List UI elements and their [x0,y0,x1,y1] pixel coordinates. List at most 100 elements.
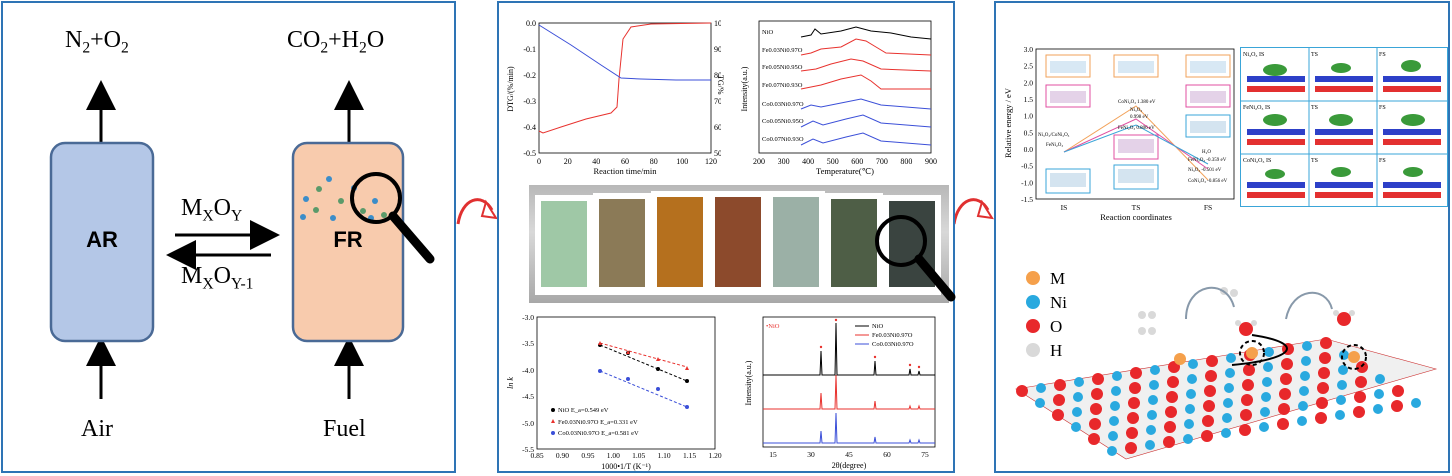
arr-x-tick: 0.90 [556,451,569,460]
tpr-x-tick: 400 [802,157,814,166]
tg-x-tick: 0 [537,157,541,166]
legend-item-m: M [1026,267,1067,291]
tpr-legend-item: Co0.05Ni0.95O [762,118,804,125]
air-reactor-label: AR [86,227,118,252]
tg-x-tick: 80 [650,157,658,166]
oxygen-atom [1353,406,1365,418]
energy-annotation: Ni₃O₃/CoNi₂O₃ [1038,133,1070,138]
energy-y-tick: 1.5 [1024,95,1034,104]
energy-annotation: FeNi₂O₃ 0.806 eV [1118,126,1155,131]
energy-annotation: Ni₃O₃ -0.501 eV [1188,168,1222,173]
nickel-atom [1337,380,1347,390]
oxygen-atom [1280,373,1292,385]
energy-y-tick: -1.0 [1021,178,1033,187]
magnifier-icon [350,172,435,264]
reduced-carrier-label: MXOY-1 [181,263,254,293]
oxygen-atom [1243,364,1255,376]
lattice-slab [1015,286,1438,460]
energy-profile-chart: 3.0 2.5 2.0 1.5 1.0 0.5 0.0 -0.5 -1.0 -1… [1003,45,1235,222]
xrd-legend-item: Co0.03Ni0.97O [872,341,914,348]
data-points-co [598,369,689,409]
energy-y-tick: 0.5 [1024,128,1034,137]
xrd-legend-item: Fe0.03Ni0.97O [872,332,913,339]
tg-curve [538,24,711,81]
fit-line-fe [599,342,688,368]
nickel-atom [1411,398,1421,408]
arr-x-tick: 1.10 [658,451,671,460]
oxygen-atom [1202,415,1214,427]
nickel-atom [1149,380,1159,390]
oxygen-atom [1130,367,1142,379]
charge-col-label: TS [1311,158,1318,164]
charge-col-label: FS [1379,105,1386,111]
reactor-panel: N2+O2 CO2+H2O [1,1,456,473]
oxygen-atom [1054,379,1066,391]
energy-y-tick: 2.5 [1024,62,1034,71]
xrd-x-tick: 45 [845,450,853,459]
energy-xlabel: Reaction coordinates [1100,212,1172,222]
tpr-legend-item: Fe0.05Ni0.95O [762,64,803,71]
nickel-atom [1262,377,1272,387]
tg-ylabel-left: DTG/(%/min) [506,66,515,112]
arr-y-tick: -3.0 [522,313,534,322]
nickel-atom [1074,377,1084,387]
energy-y-tick: -1.5 [1021,195,1033,204]
nickel-atom [1374,389,1384,399]
oxygen-atom [1204,385,1216,397]
tg-x-tick: 100 [676,157,688,166]
oxidized-carrier-label: MXOY [181,195,243,225]
nickel-atom [1112,371,1122,381]
nickel-atom [1107,446,1117,456]
tg-x-tick: 40 [592,157,600,166]
water-molecules [1235,310,1355,336]
energy-annotation: H₂O [1202,150,1211,155]
tg-yl-tick: -0.2 [523,71,536,80]
energy-annotation: Ni₃O₃ [1130,108,1142,113]
fit-line-co [599,370,688,408]
nickel-atom [1110,401,1120,411]
oxygen-atom [1167,376,1179,388]
nickel-atom [1186,389,1196,399]
oxygen-atom [1277,418,1289,430]
nickel-atom [1147,410,1157,420]
arr-x-tick: 1.20 [708,451,721,460]
energy-annotation: 0.998 eV [1130,115,1149,120]
tg-x-tick: 120 [705,157,717,166]
xrd-legend-item: NiO [872,323,884,330]
arr-y-tick: -5.0 [522,419,534,428]
nickel-atom [1183,434,1193,444]
reaction-path-arrow [1231,334,1288,366]
nickel-atom [1188,359,1198,369]
oxygen-atom [1278,403,1290,415]
nickel-atom [1301,356,1311,366]
nickel-atom [1071,422,1081,432]
dopant-atom [1348,351,1360,363]
oxygen-atom [1240,409,1252,421]
fuel-reactor [291,141,405,343]
nickel-atom [1222,413,1232,423]
tpr-legend-item: Co0.07Ni0.93O [762,136,804,143]
hydrogen-molecules [1138,287,1238,335]
nickel-atom [1375,374,1385,384]
energy-x-tick: FS [1204,203,1212,212]
ar-output-label: N2+O2 [65,27,129,57]
nickel-atom [1373,404,1383,414]
sample-tray [709,191,767,295]
legend-item-o: O [1026,315,1067,339]
nickel-atom [1111,386,1121,396]
oxygen-atom [1206,355,1218,367]
nickel-atom [1297,416,1307,426]
tpr-legend-item: Co0.03Ni0.97O [762,101,804,108]
tg-yr-tick: 50 [714,149,721,158]
tg-x-tick: 60 [621,157,629,166]
tg-yl-tick: 0.0 [526,19,536,28]
energy-x-tick: TS [1132,203,1141,212]
tg-yl-tick: -0.1 [523,45,536,54]
nickel-atom [1336,395,1346,405]
tpr-x-tick: 300 [778,157,790,166]
tpr-xlabel: Temperature(℃) [816,166,874,176]
fit-line-nio [599,344,688,382]
tg-yl-tick: -0.3 [523,97,536,106]
energy-x-tick: IS [1061,203,1068,212]
nickel-atom [1260,407,1270,417]
